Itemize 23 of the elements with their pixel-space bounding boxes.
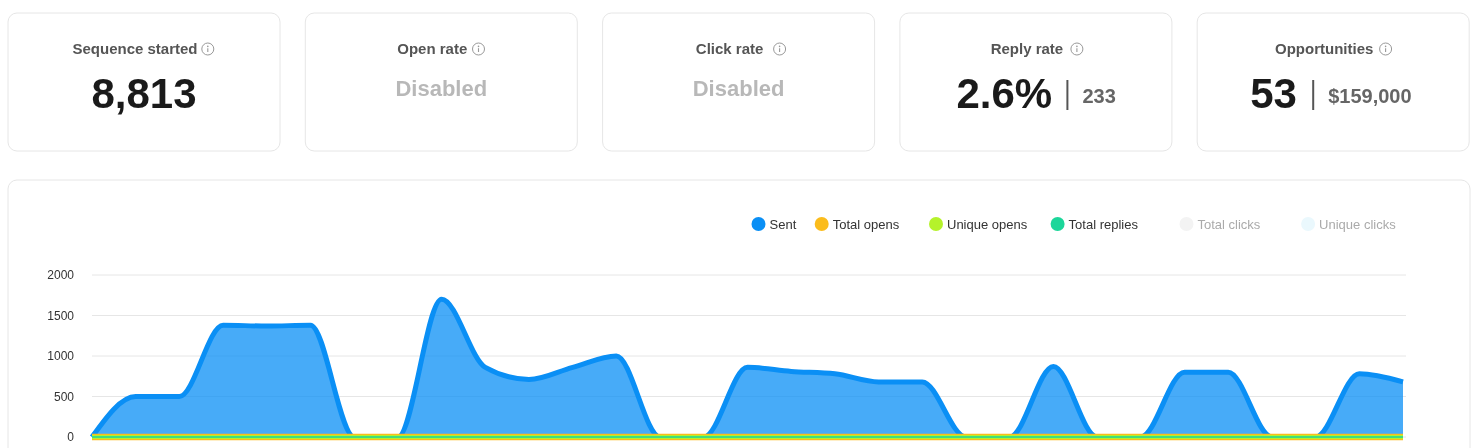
- text: Open rate: [397, 40, 468, 57]
- legend-label: Sent: [769, 217, 797, 232]
- text: Disabled: [395, 76, 488, 101]
- legend-label: Total replies: [1068, 217, 1139, 232]
- text: 53: [1250, 70, 1297, 117]
- legend-label: Unique clicks: [1319, 217, 1397, 232]
- text: 233: [1082, 85, 1116, 107]
- y-tick-label: 500: [53, 389, 75, 404]
- text: Sequence started: [72, 40, 198, 57]
- y-tick-label: 1000: [47, 349, 75, 363]
- text: Reply rate: [990, 40, 1064, 57]
- y-tick-label: 2000: [47, 268, 75, 282]
- y-tick-label: 1500: [47, 308, 75, 323]
- y-tick-label: 0: [67, 430, 75, 444]
- text: $159,000: [1328, 85, 1412, 107]
- legend-label: Total opens: [832, 217, 900, 232]
- text: Disabled: [692, 76, 785, 101]
- legend-label: Unique opens: [947, 217, 1028, 232]
- legend-label: Total clicks: [1197, 217, 1261, 232]
- text: Click rate: [695, 40, 764, 57]
- text: 8,813: [91, 70, 197, 117]
- text: 2.6%: [956, 70, 1053, 117]
- text: Opportunities: [1275, 40, 1374, 57]
